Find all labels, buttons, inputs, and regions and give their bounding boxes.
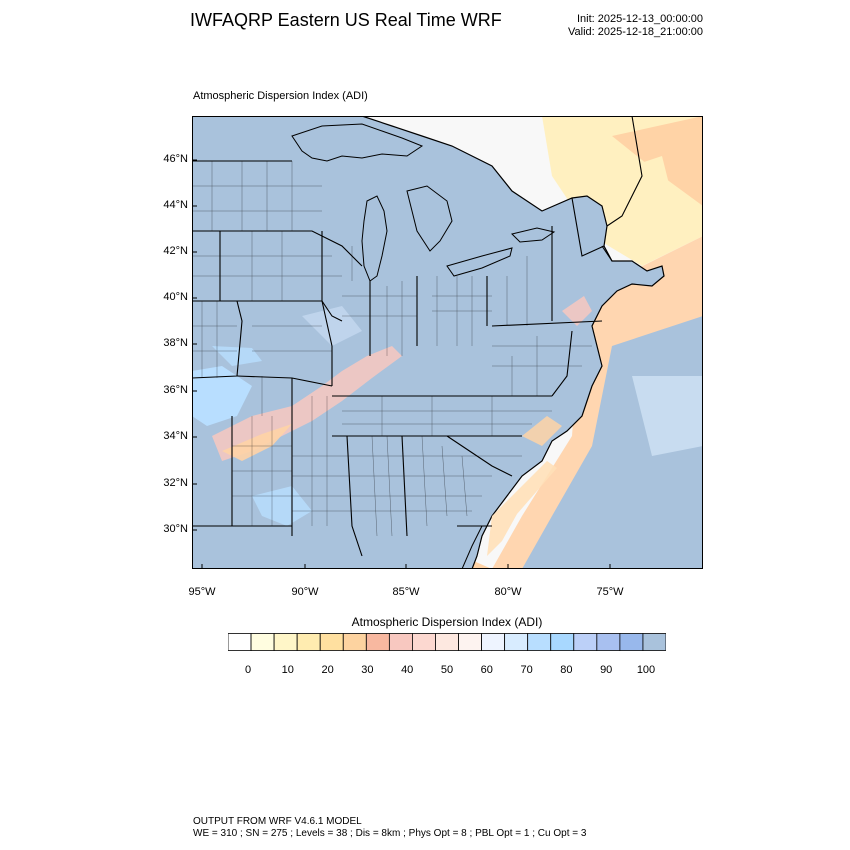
land-mass xyxy=(192,116,665,569)
colorbar-swatch xyxy=(573,633,598,651)
lon-label-85: 85°W xyxy=(392,586,420,598)
lake-superior xyxy=(291,123,424,162)
page-title: IWFAQRP Eastern US Real Time WRF xyxy=(190,10,502,30)
model-footer: OUTPUT FROM WRF V4.6.1 MODEL WE = 310 ; … xyxy=(193,816,586,840)
colorbar-swatch xyxy=(527,633,552,651)
colorbar-swatch xyxy=(342,633,367,651)
colorbar-swatch xyxy=(642,633,666,651)
lat-label-46: 46°N xyxy=(163,153,188,165)
colorbar xyxy=(228,633,666,651)
colorbar-swatch xyxy=(435,633,459,651)
lake-erie xyxy=(446,247,513,277)
colorbar-swatch xyxy=(228,633,252,651)
lat-label-36: 36°N xyxy=(163,384,188,396)
colorbar-tick-label: 70 xyxy=(520,664,533,676)
lake-ontario xyxy=(511,227,556,243)
lon-label-95: 95°W xyxy=(188,586,216,598)
lat-label-40: 40°N xyxy=(163,291,188,303)
colorbar-tick-label: 100 xyxy=(636,664,656,676)
lat-label-32: 32°N xyxy=(163,477,188,489)
lon-label-80: 80°W xyxy=(494,586,522,598)
dispersion-map xyxy=(192,116,703,569)
lat-label-30: 30°N xyxy=(163,523,188,535)
colorbar-swatch xyxy=(412,633,436,651)
lat-label-38: 38°N xyxy=(163,337,188,349)
colorbar-tick-label: 60 xyxy=(480,664,493,676)
lon-label-75: 75°W xyxy=(596,586,624,598)
valid-time: Valid: 2025-12-18_21:00:00 xyxy=(568,26,703,38)
colorbar-swatch xyxy=(550,633,575,651)
colorbar-swatch xyxy=(504,633,529,651)
colorbar-swatch xyxy=(388,633,413,651)
lake-huron xyxy=(406,185,453,252)
lat-label-42: 42°N xyxy=(163,245,188,257)
colorbar-swatch xyxy=(619,633,644,651)
colorbar-swatch xyxy=(481,633,506,651)
colorbar-tick-label: 80 xyxy=(560,664,573,676)
colorbar-swatch xyxy=(458,633,482,651)
colorbar-tick-label: 20 xyxy=(321,664,334,676)
colorbar-swatch xyxy=(273,633,298,651)
lat-label-44: 44°N xyxy=(163,199,188,211)
model-config: WE = 310 ; SN = 275 ; Levels = 38 ; Dis … xyxy=(193,828,587,839)
lon-label-90: 90°W xyxy=(291,586,319,598)
colorbar-tick-label: 0 xyxy=(244,664,252,676)
colorbar-tick-label: 90 xyxy=(600,664,613,676)
colorbar-swatch xyxy=(250,633,275,651)
model-version: OUTPUT FROM WRF V4.6.1 MODEL xyxy=(193,816,362,827)
map-title: Atmospheric Dispersion Index (ADI) xyxy=(193,90,368,102)
colorbar-tick-label: 30 xyxy=(361,664,374,676)
init-time: Init: 2025-12-13_00:00:00 xyxy=(577,13,703,25)
timestamps: Init: 2025-12-13_00:00:00 Valid: 2025-12… xyxy=(520,13,703,39)
colorbar-tick-label: 50 xyxy=(440,664,454,676)
colorbar-tick-label: 40 xyxy=(401,664,414,676)
colorbar-swatch xyxy=(596,633,621,651)
colorbar-swatch xyxy=(319,633,344,651)
colorbar-swatch xyxy=(365,633,390,651)
high-dispersion-band xyxy=(212,346,402,461)
colorbar-tick-label: 10 xyxy=(281,664,294,676)
lake-michigan xyxy=(361,195,388,282)
colorbar-swatch xyxy=(296,633,321,651)
lat-label-34: 34°N xyxy=(163,430,188,442)
colorbar-title: Atmospheric Dispersion Index (ADI) xyxy=(351,615,543,629)
